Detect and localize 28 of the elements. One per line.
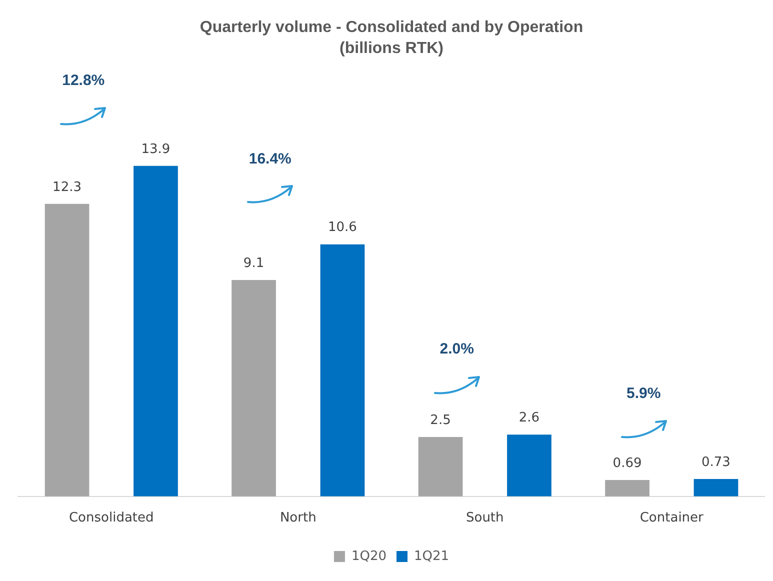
data-label: 2.5 bbox=[430, 412, 451, 428]
bar bbox=[44, 204, 90, 496]
chart-title: Quarterly volume - Consolidated and by Operation bbox=[200, 19, 584, 36]
legend-label: 1Q20 bbox=[351, 548, 386, 564]
data-label: 10.6 bbox=[328, 220, 357, 236]
bar bbox=[507, 434, 552, 496]
annotation: 2.0% bbox=[440, 340, 474, 358]
data-label: 13.9 bbox=[141, 142, 170, 157]
legend-label: 1Q21 bbox=[414, 548, 450, 564]
data-label: 0.69 bbox=[612, 456, 642, 471]
bar bbox=[418, 436, 463, 496]
x-tick-label: Container bbox=[640, 510, 704, 526]
data-label: 2.6 bbox=[518, 410, 540, 426]
data-label: 0.73 bbox=[702, 454, 730, 470]
bar bbox=[605, 480, 650, 496]
x-tick-label: Consolidated bbox=[68, 510, 154, 526]
data-label: 9.1 bbox=[243, 256, 264, 271]
bar bbox=[320, 244, 365, 496]
data-label: 12.3 bbox=[52, 180, 82, 195]
x-tick-label: North bbox=[280, 510, 316, 526]
bar bbox=[232, 280, 276, 496]
chart-subtitle: (billions RTK) bbox=[340, 40, 444, 58]
text: 12.8% bbox=[62, 72, 105, 90]
x-tick-label: South bbox=[466, 510, 504, 526]
bar bbox=[134, 166, 178, 496]
annotation: 16.4% bbox=[248, 150, 292, 168]
bar bbox=[694, 479, 738, 496]
annotation: 5.9% bbox=[626, 385, 661, 402]
